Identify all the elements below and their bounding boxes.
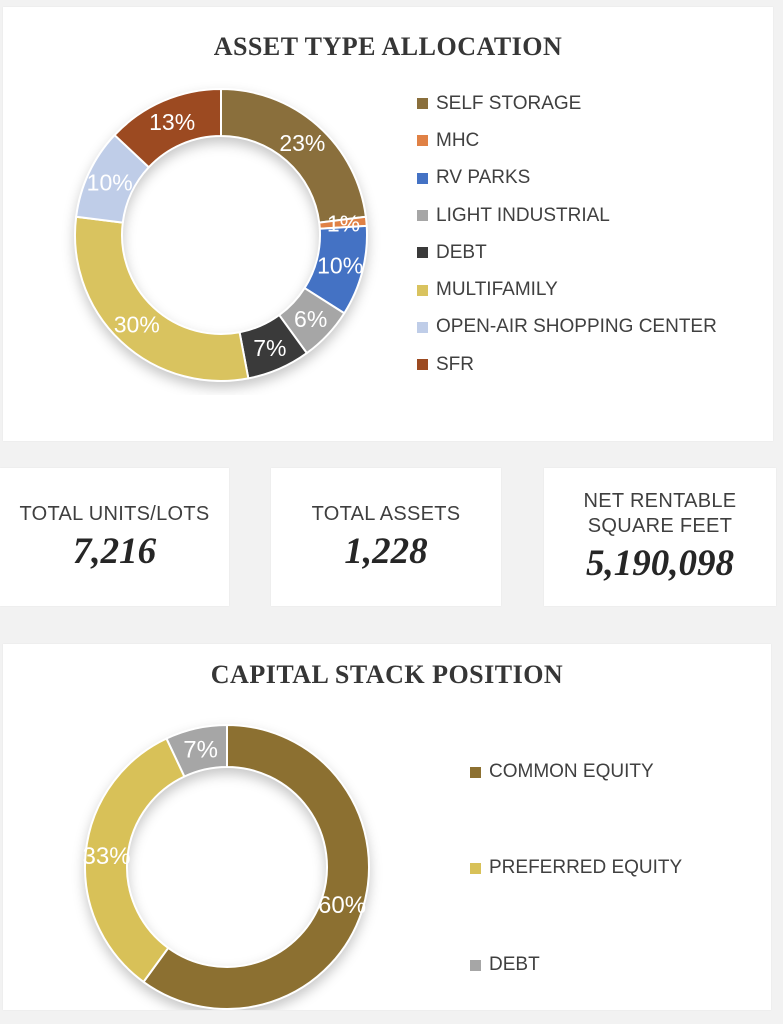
legend-marker (417, 359, 428, 371)
capital-stack-card: CAPITAL STACK POSITION 60% 33% 7% COMMON E… (3, 644, 771, 1010)
asset-allocation-title: ASSET TYPE ALLOCATION (213, 32, 563, 61)
capital-stack-donut-chart: 60% 33% 7% (83, 724, 370, 1010)
legend-marker (417, 210, 428, 222)
total-assets-label: TOTAL ASSETS (311, 502, 461, 525)
legend-marker (417, 98, 428, 110)
total-units-lots-card: TOTAL UNITS/LOTS 7,216 (0, 468, 229, 606)
legend-marker (417, 172, 428, 184)
data-label: 60% (318, 892, 366, 919)
legend-item: SELF STORAGE (417, 85, 717, 122)
data-label: 33% (83, 843, 131, 870)
legend-item: DEBT (417, 234, 717, 271)
legend-label: SFR (436, 353, 474, 375)
legend-item: MULTIFAMILY (417, 271, 717, 308)
legend-item: OPEN-AIR SHOPPING CENTER (417, 309, 717, 346)
total-units-lots-value: 7,216 (72, 530, 157, 572)
data-label: 23% (279, 130, 325, 156)
data-label: 7% (183, 736, 218, 763)
legend-label: PREFERRED EQUITY (489, 857, 683, 878)
net-rentable-square-feet-value: 5,190,098 (586, 543, 734, 584)
legend-item: PREFERRED EQUITY (470, 850, 682, 886)
total-assets-value: 1,228 (344, 530, 428, 572)
capital-stack-title: CAPITAL STACK POSITION (210, 660, 564, 689)
net-rentable-square-feet-label: NET RENTABLE SQUARE FEET (583, 490, 737, 537)
donut-segment (84, 737, 186, 983)
legend-marker (417, 247, 428, 259)
legend-item: RV PARKS (417, 160, 717, 197)
legend-label: DEBT (436, 241, 487, 263)
legend-label: RV PARKS (436, 167, 531, 189)
legend-label: SELF STORAGE (436, 92, 582, 114)
legend-label: MHC (436, 129, 480, 151)
legend-label: COMMON EQUITY (489, 761, 654, 782)
legend-label: OPEN-AIR SHOPPING CENTER (436, 316, 717, 338)
donut-segment (113, 88, 222, 169)
legend-item: SFR (417, 346, 717, 383)
legend-item: LIGHT INDUSTRIAL (417, 197, 717, 234)
legend-item: DEBT (470, 947, 540, 983)
data-label: 1% (327, 210, 360, 236)
asset-allocation-card: ASSET TYPE ALLOCATION 23% 1% 10% 6% 7% 30% 10%… (3, 7, 773, 441)
legend-marker (417, 135, 428, 147)
legend-item: MHC (417, 122, 717, 159)
asset-allocation-donut-chart: 23% 1% 10% 6% 7% 30% 10% 13% (74, 88, 368, 382)
data-label: 10% (317, 253, 363, 279)
legend-label: LIGHT INDUSTRIAL (436, 204, 610, 226)
legend-marker (417, 321, 428, 333)
net-rentable-square-feet-card: NET RENTABLE SQUARE FEET 5,190,098 (544, 468, 776, 606)
asset-allocation-legend: SELF STORAGE MHC RV PARKS LIGHT INDUSTRI… (417, 85, 717, 383)
legend-marker (417, 284, 428, 296)
legend-label: MULTIFAMILY (436, 279, 558, 301)
data-label: 13% (149, 109, 195, 135)
legend-marker (470, 766, 481, 778)
legend-item: COMMON EQUITY (470, 754, 654, 790)
data-label: 10% (87, 170, 133, 196)
legend-marker (470, 862, 481, 874)
donut-segment (74, 215, 250, 382)
total-units-lots-label: TOTAL UNITS/LOTS (19, 502, 210, 525)
legend-label: DEBT (489, 954, 540, 975)
data-label: 30% (114, 312, 160, 338)
donut-segment (165, 724, 228, 778)
total-assets-card: TOTAL ASSETS 1,228 (271, 468, 501, 606)
legend-marker (470, 959, 481, 971)
data-label: 6% (294, 306, 327, 332)
donut-segment (142, 724, 370, 1010)
capital-stack-legend: COMMON EQUITY PREFERRED EQUITY DEBT (470, 644, 770, 1010)
data-label: 7% (253, 335, 286, 361)
